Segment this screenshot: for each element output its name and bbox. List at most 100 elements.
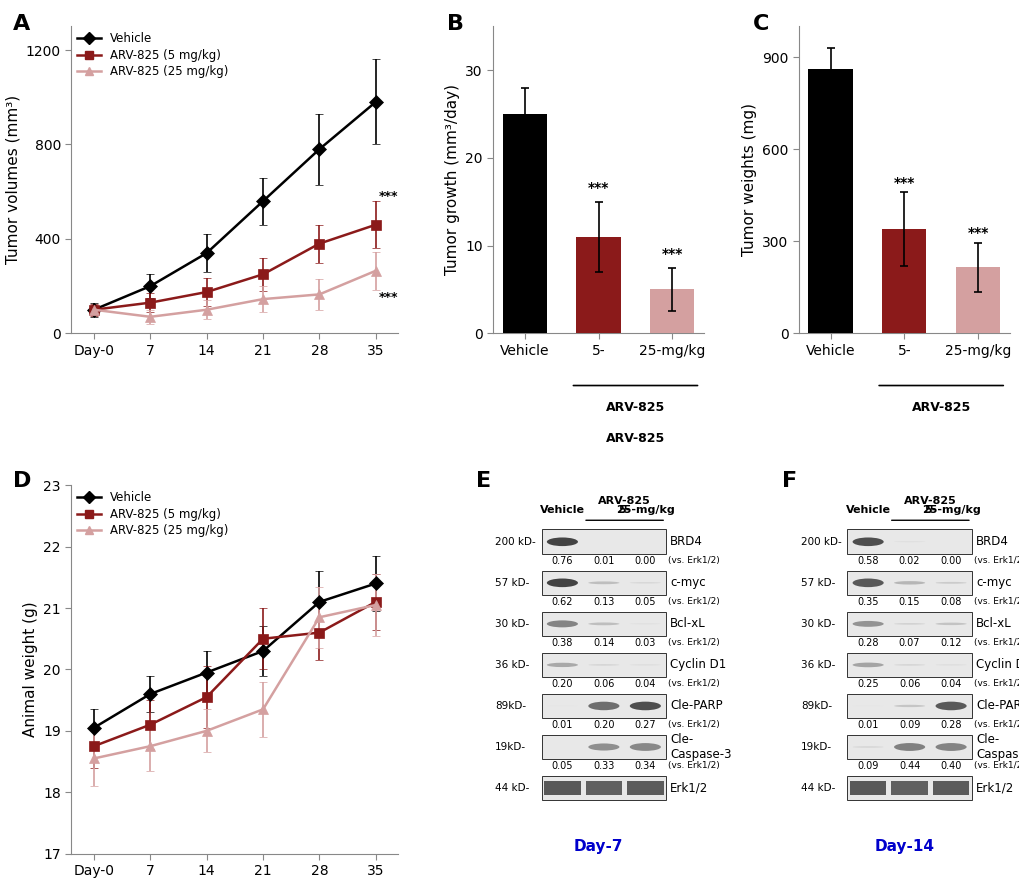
Ellipse shape [588,701,619,710]
Text: Bcl-xL: Bcl-xL [975,618,1011,630]
Text: 25-mg/kg: 25-mg/kg [615,505,674,515]
Text: Cyclin D1: Cyclin D1 [975,658,1019,671]
Bar [502,114,546,334]
Ellipse shape [852,578,882,587]
Text: 44 kD-: 44 kD- [800,783,835,793]
Text: 0.62: 0.62 [551,597,573,607]
Ellipse shape [546,663,578,667]
Text: 0.44: 0.44 [898,761,919,771]
Text: (vs. Erk1/2): (vs. Erk1/2) [667,720,719,730]
Text: 89kD-: 89kD- [495,701,526,711]
Y-axis label: Tumor volumes (mm³): Tumor volumes (mm³) [5,95,20,264]
Text: 0.27: 0.27 [634,720,655,730]
Text: 0.08: 0.08 [940,597,961,607]
Bar [847,653,971,678]
Ellipse shape [546,538,578,546]
Text: Cyclin D1: Cyclin D1 [669,658,726,671]
Text: (vs. Erk1/2): (vs. Erk1/2) [667,679,719,688]
Text: ***: *** [587,180,608,194]
Text: (vs. Erk1/2): (vs. Erk1/2) [973,638,1019,647]
Text: c-myc: c-myc [669,576,705,590]
Ellipse shape [588,622,619,626]
Ellipse shape [934,623,966,625]
Text: 0.09: 0.09 [898,720,919,730]
Text: 200 kD-: 200 kD- [800,537,841,546]
Text: BRD4: BRD4 [975,535,1008,548]
Ellipse shape [588,744,619,751]
Legend: Vehicle, ARV-825 (5 mg/kg), ARV-825 (25 mg/kg): Vehicle, ARV-825 (5 mg/kg), ARV-825 (25 … [77,491,228,538]
Text: D: D [12,471,31,490]
Y-axis label: Animal weight (g): Animal weight (g) [22,602,38,737]
Text: ARV-825: ARV-825 [903,495,956,505]
Bar [541,612,665,636]
Y-axis label: Tumor weights (mg): Tumor weights (mg) [741,103,756,256]
Bar [585,781,622,795]
Text: Cle-PARP: Cle-PARP [975,700,1019,713]
Text: ***: *** [661,246,683,260]
Text: 0.06: 0.06 [593,679,614,689]
Ellipse shape [588,582,619,584]
Text: 0.25: 0.25 [857,679,878,689]
Bar [891,781,927,795]
Text: 30 kD-: 30 kD- [800,619,835,629]
Text: 0.03: 0.03 [634,638,655,648]
Ellipse shape [629,701,660,710]
Text: 36 kD-: 36 kD- [495,660,529,670]
Bar [543,781,580,795]
Text: BRD4: BRD4 [669,535,702,548]
Text: 0.34: 0.34 [634,761,655,771]
Text: 57 kD-: 57 kD- [495,578,529,588]
Text: E: E [476,471,491,490]
Bar [576,237,621,334]
Ellipse shape [629,743,660,751]
Text: Day-7: Day-7 [574,839,623,854]
Text: ARV-825: ARV-825 [598,495,650,505]
Text: Cle-PARP: Cle-PARP [669,700,722,713]
Ellipse shape [934,582,966,583]
Text: 0.01: 0.01 [551,720,573,730]
Text: (vs. Erk1/2): (vs. Erk1/2) [973,761,1019,770]
Text: (vs. Erk1/2): (vs. Erk1/2) [973,597,1019,606]
Text: 0.76: 0.76 [551,556,573,566]
Text: A: A [12,14,30,34]
Text: ARV-825: ARV-825 [911,401,970,414]
Text: 36 kD-: 36 kD- [800,660,835,670]
Legend: Vehicle, ARV-825 (5 mg/kg), ARV-825 (25 mg/kg): Vehicle, ARV-825 (5 mg/kg), ARV-825 (25 … [77,33,228,78]
Text: 0.20: 0.20 [551,679,573,689]
Text: Cle-
Caspase-3: Cle- Caspase-3 [669,733,731,761]
Text: 0.06: 0.06 [898,679,919,689]
Text: 0.01: 0.01 [857,720,878,730]
Text: 0.35: 0.35 [857,597,878,607]
Text: ARV-825: ARV-825 [605,401,664,414]
Text: 0.20: 0.20 [592,720,614,730]
Text: (vs. Erk1/2): (vs. Erk1/2) [667,556,719,565]
Text: 0.58: 0.58 [857,556,878,566]
Bar [541,776,665,800]
Ellipse shape [852,663,882,667]
Text: ***: *** [893,176,914,190]
Bar [627,781,663,795]
Text: 44 kD-: 44 kD- [495,783,529,793]
Bar [881,229,925,334]
Bar [847,570,971,595]
Ellipse shape [934,664,966,665]
Bar [932,781,968,795]
Text: 5-: 5- [923,505,935,515]
Text: 0.05: 0.05 [551,761,573,771]
Bar [849,781,886,795]
Text: 57 kD-: 57 kD- [800,578,835,588]
Bar [847,735,971,759]
Text: B: B [446,14,464,34]
Text: 0.00: 0.00 [940,556,961,566]
Bar [541,735,665,759]
Bar [847,693,971,718]
Text: 5-: 5- [618,505,630,515]
Text: 0.33: 0.33 [593,761,614,771]
Text: 0.04: 0.04 [940,679,961,689]
Ellipse shape [894,705,924,708]
Text: 0.14: 0.14 [593,638,614,648]
Ellipse shape [934,743,966,751]
Text: c-myc: c-myc [975,576,1011,590]
Text: 0.12: 0.12 [940,638,961,648]
Text: (vs. Erk1/2): (vs. Erk1/2) [973,720,1019,730]
